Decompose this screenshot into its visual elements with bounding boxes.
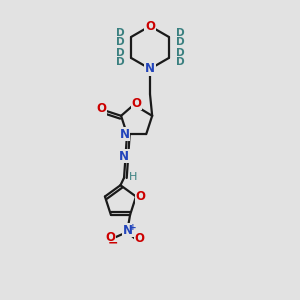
Text: +: +: [129, 223, 136, 232]
Text: −: −: [108, 236, 119, 249]
Text: D: D: [176, 48, 184, 59]
Text: O: O: [135, 190, 145, 203]
Text: N: N: [119, 150, 129, 163]
Text: O: O: [132, 97, 142, 110]
Text: H: H: [129, 172, 137, 182]
Text: N: N: [145, 62, 155, 75]
Text: D: D: [116, 28, 124, 38]
Text: D: D: [176, 37, 184, 46]
Text: D: D: [116, 48, 124, 59]
Text: O: O: [105, 231, 115, 244]
Text: O: O: [135, 232, 145, 245]
Text: O: O: [145, 20, 155, 33]
Text: N: N: [120, 128, 130, 141]
Text: D: D: [176, 57, 184, 67]
Text: O: O: [96, 103, 106, 116]
Text: N: N: [123, 224, 133, 237]
Text: D: D: [116, 37, 124, 46]
Text: D: D: [176, 28, 184, 38]
Text: D: D: [116, 57, 124, 67]
